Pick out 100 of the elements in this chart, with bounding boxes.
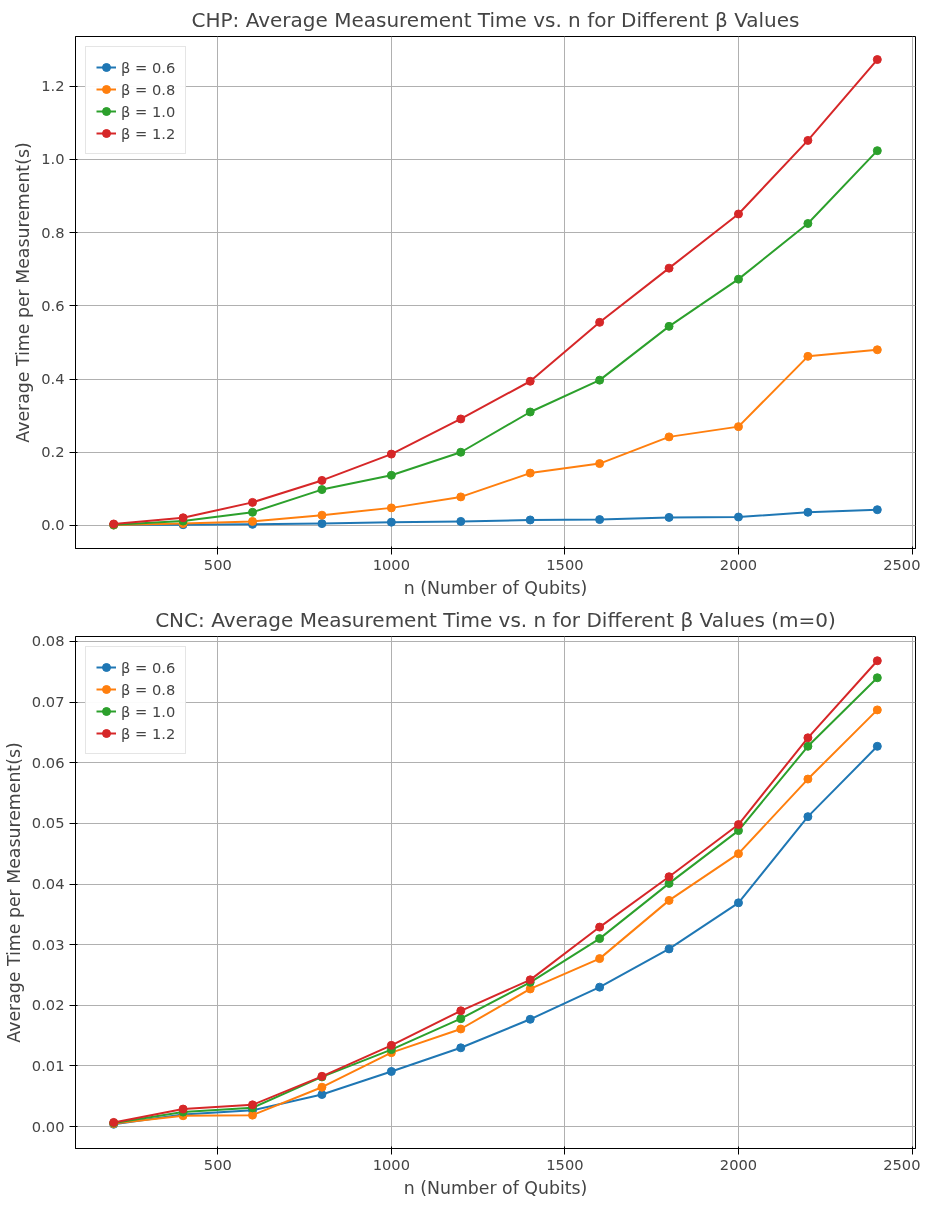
point [386, 503, 396, 513]
point [317, 485, 327, 495]
point [664, 944, 674, 954]
point [803, 507, 813, 517]
point [386, 470, 396, 480]
x-axis-title: n (Number of Qubits) [403, 1177, 588, 1198]
point [456, 492, 466, 502]
point [872, 741, 882, 751]
point [733, 898, 743, 908]
x-tick-label: 500 [203, 555, 232, 573]
y-tick-label: 0.0 [41, 516, 65, 534]
point [803, 219, 813, 229]
legend-label: β = 0.6 [121, 658, 176, 676]
point [872, 505, 882, 515]
point [456, 1024, 466, 1034]
legend-label: β = 1.2 [121, 724, 176, 742]
point [664, 263, 674, 273]
point [733, 274, 743, 284]
point [456, 1006, 466, 1016]
point [664, 512, 674, 522]
y-axis-title: Average Time per Measurement(s) [13, 142, 34, 443]
y-tick-label: 0.01 [31, 1057, 65, 1074]
chart-title: CHP: Average Measurement Time vs. n for Different β Values [191, 7, 800, 32]
y-tick-label: 1.0 [41, 150, 65, 168]
point [595, 954, 605, 964]
point [872, 55, 882, 65]
point [525, 1014, 535, 1024]
point [386, 1040, 396, 1050]
point [525, 515, 535, 525]
legend-label: β = 1.0 [121, 102, 176, 120]
point [733, 512, 743, 522]
x-tick-label: 1500 [546, 555, 584, 573]
point [456, 1043, 466, 1053]
point [248, 507, 258, 517]
point [456, 414, 466, 424]
y-tick-label: 0.06 [31, 753, 65, 771]
point [525, 376, 535, 386]
y-tick-label: 0.08 [31, 632, 65, 650]
point [317, 1090, 327, 1099]
point [733, 849, 743, 859]
y-tick-label: 1.2 [41, 77, 65, 95]
x-tick-label: 1500 [546, 1155, 584, 1173]
point [872, 656, 882, 666]
y-tick-label: 0.07 [31, 693, 65, 711]
legend-label: β = 1.0 [121, 702, 176, 720]
point [595, 375, 605, 385]
point [595, 922, 605, 932]
point [803, 741, 813, 751]
point [317, 510, 327, 520]
x-tick-label: 500 [203, 1155, 232, 1173]
chart-title: CNC: Average Measurement Time vs. n for Different β Values (m=0) [155, 607, 836, 632]
point [386, 517, 396, 527]
point [872, 673, 882, 683]
point [664, 895, 674, 905]
point [456, 447, 466, 457]
point [595, 982, 605, 992]
y-tick-label: 0.6 [41, 296, 65, 314]
point [803, 135, 813, 145]
x-tick-label: 2000 [719, 555, 758, 573]
point [386, 449, 396, 459]
point [733, 422, 743, 432]
point [595, 317, 605, 327]
point [317, 475, 327, 485]
x-tick-label: 2500 [883, 1155, 921, 1173]
point [456, 516, 466, 526]
legend-label: β = 0.8 [121, 80, 176, 98]
point [872, 146, 882, 156]
legend-label: β = 0.6 [121, 58, 176, 76]
point [525, 407, 535, 417]
point [872, 345, 882, 355]
point [803, 351, 813, 361]
point [248, 497, 258, 507]
y-tick-label: 0.2 [41, 443, 65, 461]
point [733, 209, 743, 219]
point [595, 934, 605, 944]
point [664, 872, 674, 882]
point [595, 459, 605, 469]
legend-label: β = 0.8 [121, 680, 176, 698]
point [803, 774, 813, 784]
y-tick-label: 0.02 [31, 996, 65, 1014]
x-axis-title: n (Number of Qubits) [403, 577, 588, 598]
y-tick-label: 0.04 [31, 875, 65, 893]
y-tick-label: 0.8 [41, 223, 65, 241]
point [595, 515, 605, 525]
point [803, 733, 813, 743]
point [664, 321, 674, 331]
x-tick-label: 1000 [372, 555, 411, 573]
x-tick-label: 1000 [372, 1155, 411, 1173]
x-tick-label: 2000 [719, 1155, 758, 1173]
y-axis-title: Average Time per Measurement(s) [3, 742, 24, 1043]
point [733, 820, 743, 830]
point [872, 705, 882, 715]
point [248, 1110, 258, 1120]
y-tick-label: 0.05 [31, 814, 65, 832]
point [386, 1066, 396, 1076]
point [317, 1082, 327, 1092]
x-tick-label: 2500 [883, 555, 921, 573]
y-tick-label: 0.00 [31, 1117, 65, 1135]
legend-label: β = 1.2 [121, 124, 176, 142]
point [664, 432, 674, 442]
